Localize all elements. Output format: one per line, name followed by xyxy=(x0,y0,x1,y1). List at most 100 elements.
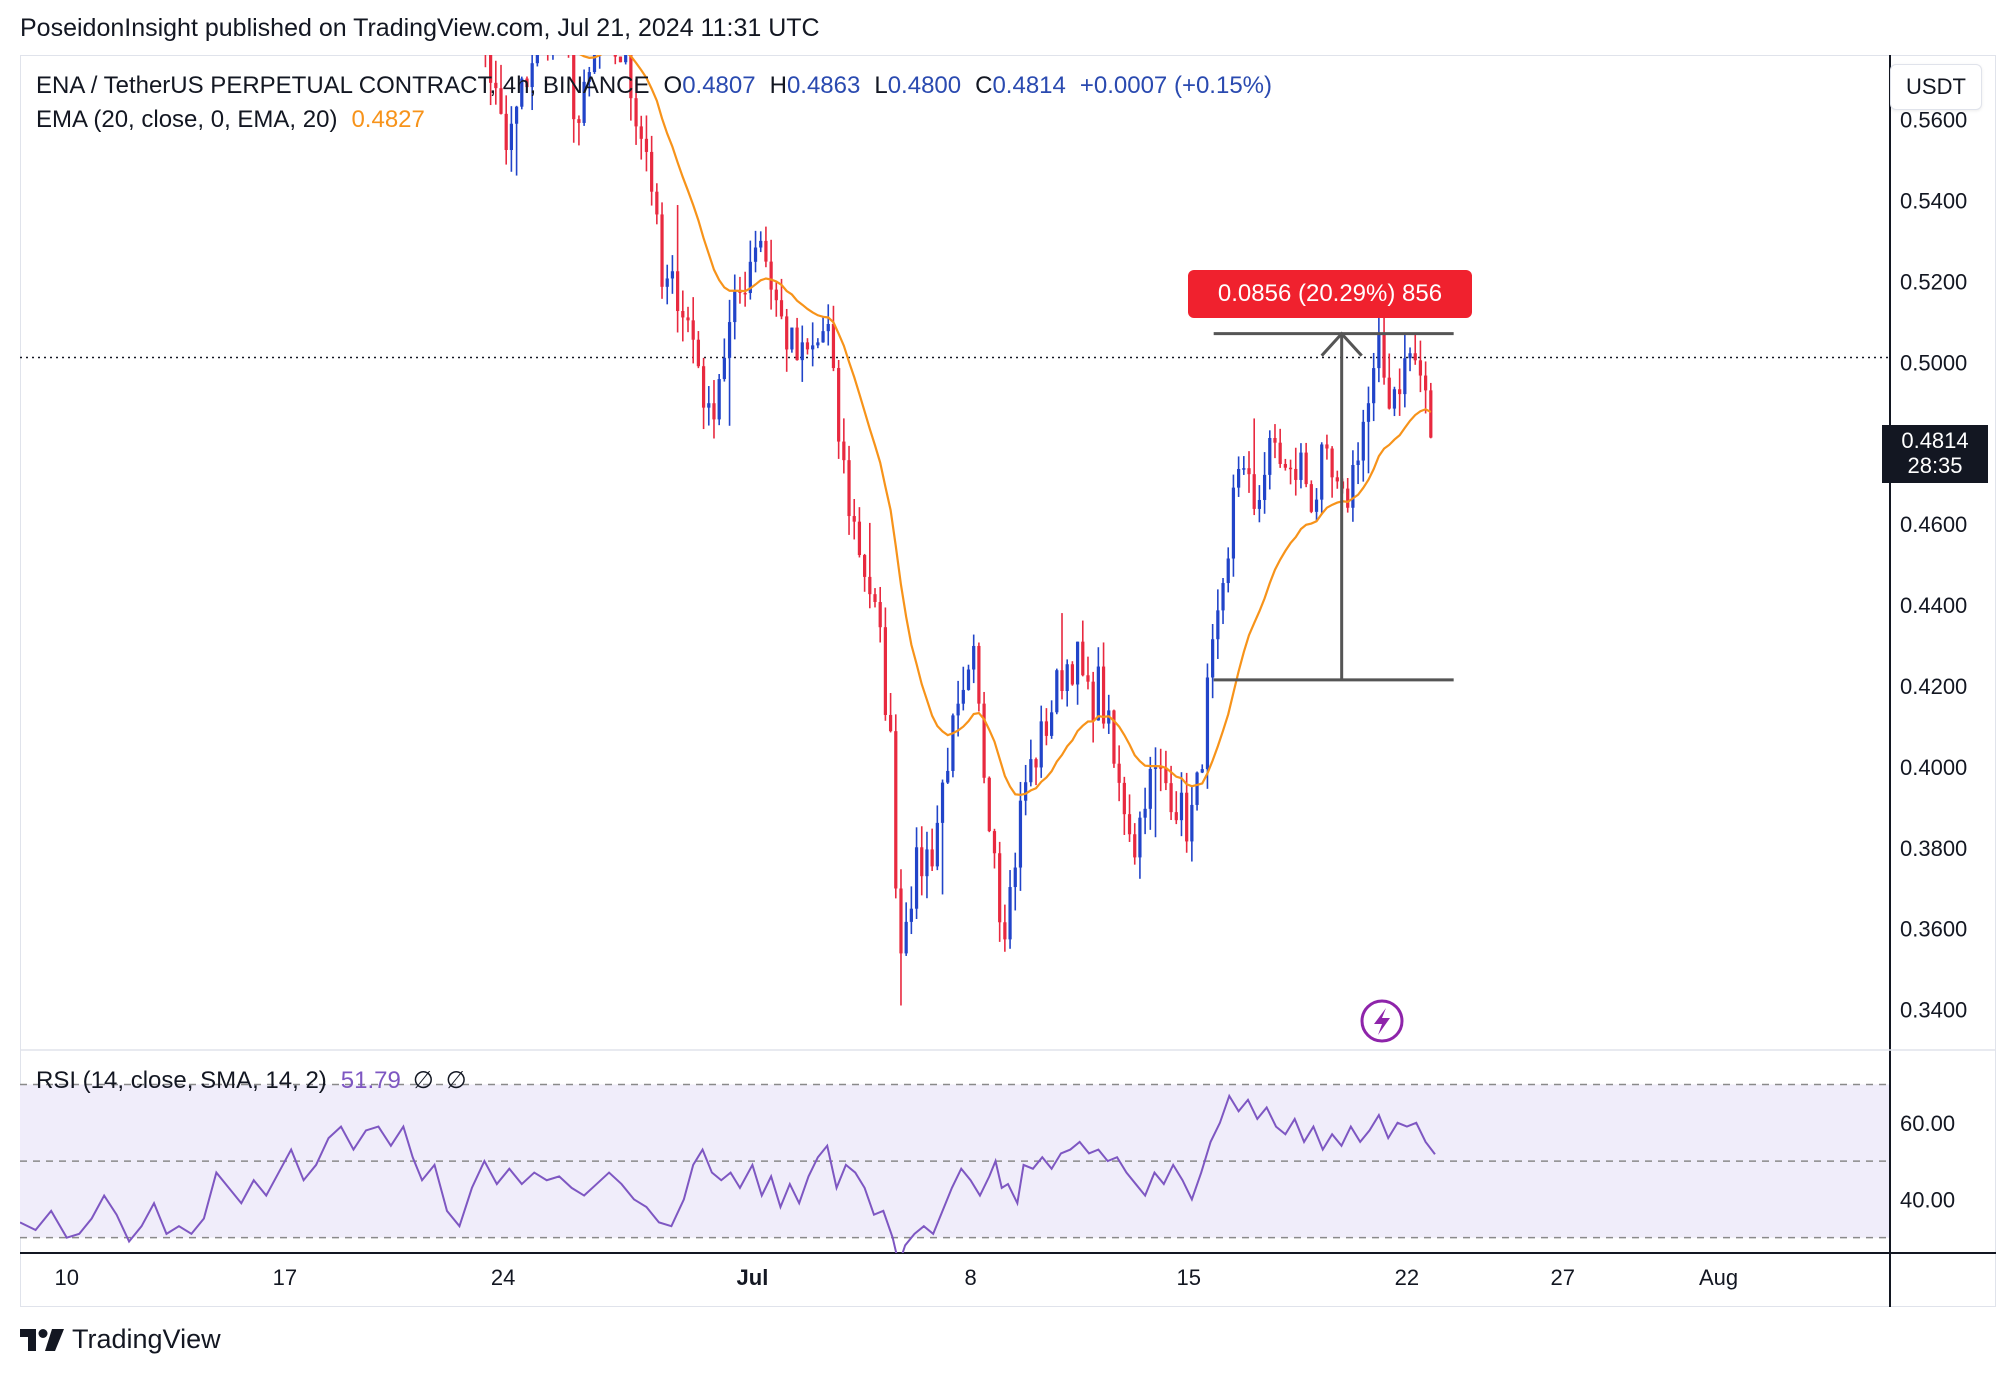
candle-body xyxy=(712,403,716,420)
candle-body xyxy=(479,16,482,19)
candle-body xyxy=(821,331,825,343)
tradingview-logo[interactable]: TradingView xyxy=(20,1324,221,1355)
candle-body xyxy=(1314,499,1319,512)
candle-body xyxy=(535,55,539,64)
candle-body xyxy=(868,576,872,595)
candle-body xyxy=(1398,389,1402,395)
candle-body xyxy=(831,324,836,369)
candle-body xyxy=(504,113,508,150)
candle-body xyxy=(514,106,519,124)
ema-legend: EMA (20, close, 0, EMA, 20) 0.4827 xyxy=(36,106,425,134)
candle-body xyxy=(779,300,784,317)
candle-body xyxy=(774,289,778,301)
candle-body xyxy=(1231,487,1236,559)
ema-label[interactable]: EMA (20, close, 0, EMA, 20) xyxy=(36,106,338,133)
candle-body xyxy=(1029,759,1033,783)
candle-body xyxy=(956,703,960,716)
candle-body xyxy=(1039,721,1043,768)
candle-body xyxy=(764,240,768,262)
candle-body xyxy=(1320,444,1324,500)
candle-body xyxy=(1387,377,1391,409)
candle-body xyxy=(1309,484,1313,512)
candle-body xyxy=(1133,834,1137,858)
open-key: O xyxy=(663,72,683,99)
candle-body xyxy=(572,55,576,120)
price-tick-label: 0.3400 xyxy=(1900,998,1967,1023)
candle-body xyxy=(624,55,628,63)
candle-body xyxy=(722,357,726,380)
candle-body xyxy=(790,327,794,350)
candle-body xyxy=(1153,767,1158,769)
high-key: H xyxy=(769,72,787,99)
tradingview-logo-icon xyxy=(20,1328,64,1351)
candle-body xyxy=(914,847,919,909)
price-tick-label: 0.5200 xyxy=(1900,270,1967,295)
candle-body xyxy=(863,555,867,577)
candle-body xyxy=(1278,442,1282,464)
candle-body xyxy=(1086,675,1090,682)
price-tick-label: 0.3800 xyxy=(1900,836,1967,861)
candle-body xyxy=(530,63,534,88)
candles-group xyxy=(479,16,1433,1006)
time-tick-label: Aug xyxy=(1699,1265,1738,1290)
candle-body xyxy=(587,72,591,82)
candle-body xyxy=(484,16,487,48)
candle-body xyxy=(1418,360,1423,376)
candle-body xyxy=(1335,477,1339,482)
candle-body xyxy=(582,81,586,123)
candle-body xyxy=(992,831,997,854)
time-tick-label: 17 xyxy=(273,1265,297,1290)
candle-body xyxy=(1216,610,1220,640)
candle-body xyxy=(1008,887,1012,940)
open-value: 0.4807 xyxy=(682,72,756,99)
candle-body xyxy=(795,327,799,361)
candle-body xyxy=(930,849,934,867)
candle-body xyxy=(1325,444,1329,449)
candle-body xyxy=(1237,468,1241,488)
candle-body xyxy=(1060,670,1064,692)
candle-body xyxy=(1070,664,1075,685)
candle-body xyxy=(852,516,856,522)
candle-body xyxy=(1185,792,1189,842)
ema-line xyxy=(579,55,1432,797)
candle-body xyxy=(717,379,721,420)
candle-body xyxy=(800,342,804,361)
candle-body xyxy=(676,271,680,312)
candle-body xyxy=(681,311,685,318)
measure-arrow xyxy=(1320,331,1363,357)
candle-body xyxy=(1299,452,1303,480)
candle-body xyxy=(888,714,893,732)
candle-body xyxy=(1377,332,1381,369)
time-tick-label: Jul xyxy=(737,1265,769,1290)
candle-body xyxy=(1013,867,1017,888)
candle-body xyxy=(1003,922,1007,940)
price-tick-label: 0.3600 xyxy=(1900,917,1967,942)
candle-body xyxy=(977,645,981,704)
candle-body xyxy=(634,98,638,127)
rsi-label[interactable]: RSI (14, close, SMA, 14, 2) xyxy=(36,1067,327,1094)
symbol-title[interactable]: ENA / TetherUS PERPETUAL CONTRACT, 4h, B… xyxy=(36,72,650,99)
candle-body xyxy=(816,342,820,346)
candle-body xyxy=(1091,681,1095,721)
candle-body xyxy=(1283,463,1287,468)
candle-body xyxy=(987,777,991,832)
currency-button[interactable]: USDT xyxy=(1890,64,1982,110)
candle-body xyxy=(1304,452,1308,485)
candle-body xyxy=(1247,468,1251,475)
candle-body xyxy=(1392,389,1397,409)
measure-label[interactable]: 0.0856 (20.29%) 856 xyxy=(1188,270,1472,318)
candle-body xyxy=(1372,368,1376,404)
measure-tool xyxy=(1213,331,1454,682)
candle-body xyxy=(1122,782,1126,815)
candle-body xyxy=(920,847,924,877)
candle-body xyxy=(592,55,597,73)
candle-body xyxy=(909,908,913,922)
candle-body xyxy=(541,28,544,37)
candle-body xyxy=(1112,710,1116,764)
candle-body xyxy=(951,715,955,771)
lightning-event-icon[interactable] xyxy=(1360,999,1404,1043)
candle-body xyxy=(644,138,649,152)
price-tick-label: 0.4600 xyxy=(1900,512,1967,537)
